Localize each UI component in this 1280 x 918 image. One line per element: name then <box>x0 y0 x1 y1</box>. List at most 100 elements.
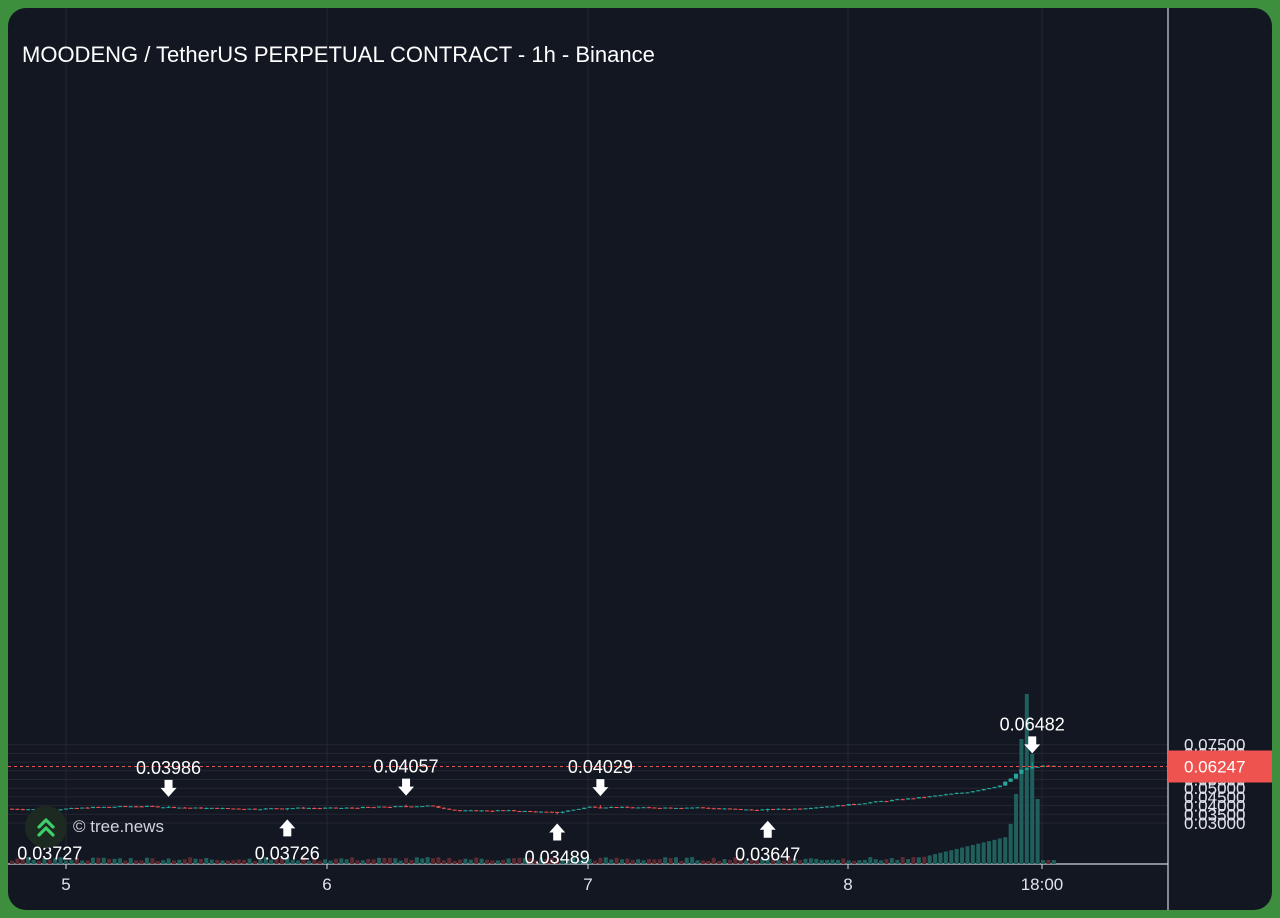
volume-bar <box>236 859 241 864</box>
volume-bar <box>42 857 47 864</box>
volume-bar <box>922 856 927 864</box>
candle-body <box>733 808 738 810</box>
volume-bar <box>69 860 74 864</box>
candle <box>414 806 419 808</box>
candle <box>457 810 463 812</box>
volume-bar <box>868 857 873 864</box>
candle <box>684 807 689 809</box>
candle-body <box>673 807 679 809</box>
candle <box>905 798 911 800</box>
candle <box>895 798 900 801</box>
candle-body <box>630 807 635 809</box>
volume-bar <box>884 859 889 864</box>
candle <box>117 805 123 808</box>
candle <box>1030 762 1035 769</box>
volume-bar <box>717 860 722 864</box>
volume-bar <box>171 860 176 864</box>
candle-body <box>279 808 284 810</box>
candle <box>592 806 598 808</box>
volume-bar <box>112 858 117 864</box>
candle-body <box>322 807 328 809</box>
candle-body <box>263 808 268 810</box>
candle-body <box>403 806 409 808</box>
candle-body <box>123 806 128 808</box>
candle <box>1024 767 1029 770</box>
volume-bar <box>409 859 414 864</box>
candle <box>242 808 247 810</box>
candle-body <box>857 803 862 805</box>
candle-body <box>215 807 220 809</box>
volume-bar <box>798 860 803 864</box>
arrow-up-icon <box>549 823 566 841</box>
candle-body <box>447 808 452 810</box>
volume-bar <box>414 857 419 864</box>
high-marker: 0.04029 <box>568 757 633 797</box>
candle <box>1040 765 1046 768</box>
price-axis-label: 0.07500 <box>1184 736 1245 755</box>
candle <box>317 807 322 810</box>
candle <box>954 792 959 794</box>
candle <box>587 806 592 808</box>
candle-body <box>814 807 819 809</box>
candle <box>393 805 398 808</box>
volume-bar <box>269 859 274 864</box>
volume-bar <box>290 860 295 864</box>
candle <box>630 806 635 809</box>
candle <box>997 785 1002 788</box>
candle <box>851 803 857 805</box>
candle <box>441 807 446 810</box>
candle <box>744 809 749 811</box>
high-marker: 0.04057 <box>374 757 439 796</box>
volume-bar <box>10 860 14 864</box>
price-axis-label: 0.04500 <box>1184 788 1245 807</box>
volume-bar <box>366 858 371 864</box>
candle-body <box>679 807 684 809</box>
candle <box>992 786 997 789</box>
candle-body <box>889 799 894 802</box>
candle-body <box>344 807 349 809</box>
candle <box>922 796 927 799</box>
volume-bar <box>663 857 668 864</box>
candle-body <box>976 790 981 792</box>
volume-bar <box>458 859 463 864</box>
candle-body <box>727 808 733 810</box>
candle <box>15 808 20 810</box>
candle <box>803 808 808 810</box>
volume-bar <box>134 860 139 864</box>
candle <box>814 807 819 809</box>
volume-bar <box>53 858 58 864</box>
candle-body <box>414 806 419 808</box>
candle-body <box>360 806 365 809</box>
volume-bar <box>938 852 943 864</box>
candle-body <box>85 807 90 809</box>
candle <box>355 807 360 809</box>
volume-bar <box>139 860 144 864</box>
candle-body <box>441 807 446 809</box>
volume-bar <box>744 860 749 864</box>
candle <box>792 808 797 810</box>
candle <box>760 808 765 811</box>
candle <box>690 807 695 809</box>
candle <box>841 805 846 807</box>
candle <box>263 808 268 810</box>
candle-body <box>560 811 565 813</box>
candle <box>830 806 835 808</box>
candle-body <box>895 799 900 801</box>
candle <box>134 805 139 808</box>
candle <box>301 807 306 809</box>
candlestick-chart[interactable]: 0.075000.070000.065000.060000.055000.050… <box>8 8 1272 910</box>
volume-bar <box>549 857 554 864</box>
candle-body <box>425 805 430 807</box>
candle-body <box>101 806 106 808</box>
candle-body <box>803 808 808 810</box>
arrow-down-icon <box>1024 736 1041 754</box>
candle <box>846 803 851 806</box>
volume-bar <box>598 857 603 864</box>
candle-body <box>355 807 360 809</box>
volume-bar <box>544 858 549 864</box>
candle-body <box>986 788 992 790</box>
candle-body <box>614 806 619 808</box>
candle <box>376 806 382 808</box>
candle-body <box>603 807 608 809</box>
candle <box>949 793 954 795</box>
